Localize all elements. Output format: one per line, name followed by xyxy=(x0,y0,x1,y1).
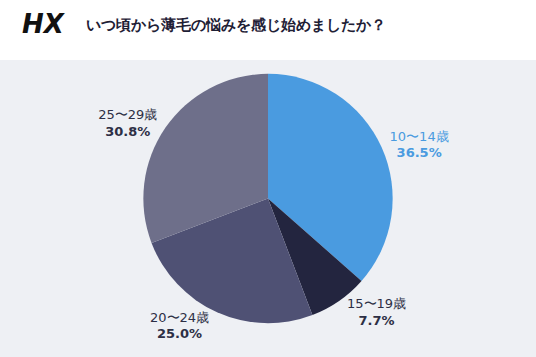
svg-text:10〜14歳36.5%: 10〜14歳36.5% xyxy=(390,129,449,161)
svg-text:いつ頃から薄毛の悩みを感じ始めましたか？: いつ頃から薄毛の悩みを感じ始めましたか？ xyxy=(86,16,386,34)
svg-text:15〜19歳7.7%: 15〜19歳7.7% xyxy=(347,296,406,328)
svg-text:20〜24歳25.0%: 20〜24歳25.0% xyxy=(150,310,209,342)
svg-text:HX: HX xyxy=(22,9,66,39)
svg-text:25〜29歳30.8%: 25〜29歳30.8% xyxy=(98,107,157,139)
